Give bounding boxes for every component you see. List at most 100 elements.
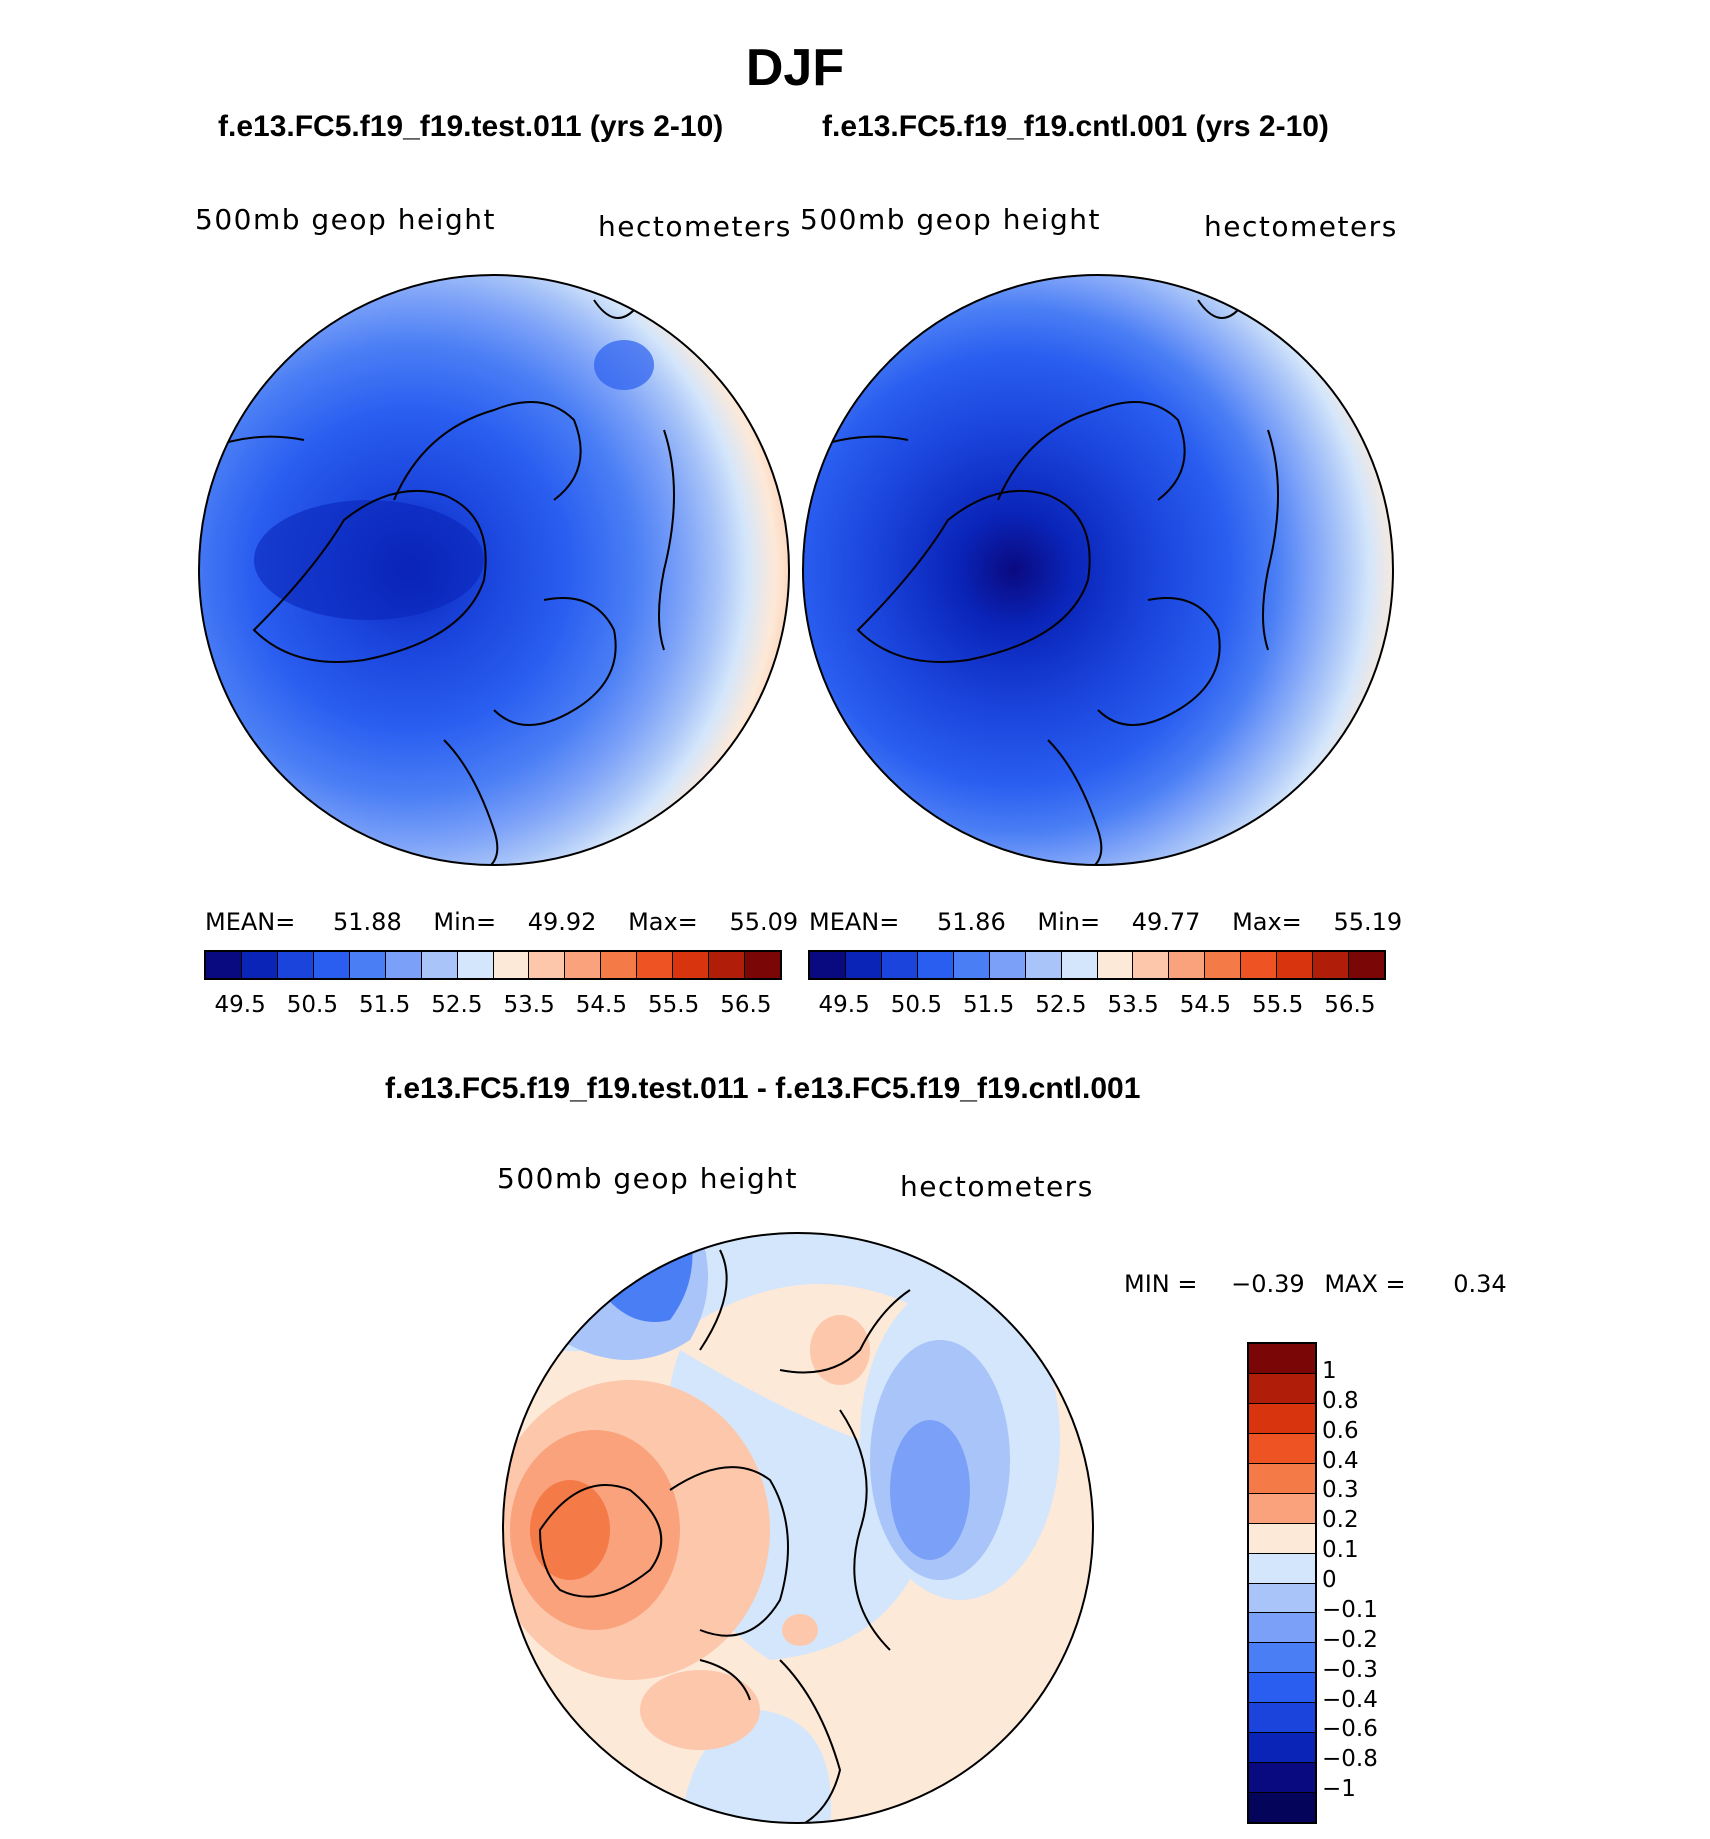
cntl-units-label: hectometers [1204, 210, 1398, 243]
colorbar-tick-label: 49.5 [214, 992, 266, 1018]
colorbar-tick-label: 49.5 [818, 992, 870, 1018]
colorbar-swatch [1249, 1493, 1315, 1524]
colorbar-swatch [1241, 952, 1278, 978]
colorbar-tick-label: 53.5 [503, 992, 555, 1018]
test-units-label: hectometers [598, 210, 792, 243]
colorbar-tick-label: 56.5 [1324, 992, 1376, 1018]
colorbar-swatch [457, 952, 494, 978]
colorbar-swatch [810, 952, 846, 978]
colorbar-tick-label: −0.1 [1322, 1596, 1378, 1623]
colorbar-tick-label: −0.6 [1322, 1716, 1378, 1743]
colorbar-swatch [1313, 952, 1350, 978]
colorbar-swatch [601, 952, 638, 978]
max-label: Max= [1232, 908, 1302, 936]
mean-label: MEAN= [205, 908, 296, 936]
colorbar-tick-label: 51.5 [359, 992, 411, 1018]
colorbar-swatch [1169, 952, 1206, 978]
test-variable-label: 500mb geop height [195, 203, 496, 236]
min-value: −0.39 [1231, 1270, 1305, 1298]
colorbar-swatch [1249, 1763, 1315, 1794]
colorbar-swatch [1249, 1643, 1315, 1674]
colorbar-swatch [1249, 1373, 1315, 1404]
test-stats: MEAN= 51.88 Min= 49.92 Max= 55.09 [205, 908, 798, 936]
colorbar-swatch [881, 952, 918, 978]
max-label: Max= [628, 908, 698, 936]
colorbar-swatch [1249, 1793, 1315, 1822]
diff-colorbar-ticks: 1 0.8 0.6 0.4 0.3 0.2 0.1 0 −0.1 −0.2 −0.3 −0.4 −0.6… [1322, 1342, 1432, 1824]
diff-units-label: hectometers [900, 1170, 1094, 1203]
colorbar-swatch [1249, 1553, 1315, 1584]
colorbar-tick-label: −0.4 [1322, 1686, 1378, 1713]
cntl-run-title: f.e13.FC5.f19_f19.cntl.001 (yrs 2-10) [822, 110, 1329, 143]
max-value: 55.19 [1333, 908, 1403, 936]
colorbar-swatch [529, 952, 566, 978]
colorbar-swatch [1249, 1703, 1315, 1734]
colorbar-tick-label: −0.3 [1322, 1656, 1378, 1683]
colorbar-swatch [313, 952, 350, 978]
colorbar-swatch [1249, 1523, 1315, 1554]
test-colorbar-ticks: 49.5 50.5 51.5 52.5 53.5 54.5 55.5 56.5 [204, 992, 782, 1022]
colorbar-swatch [1025, 952, 1062, 978]
colorbar-tick-label: 53.5 [1107, 992, 1159, 1018]
max-value: 55.09 [729, 908, 799, 936]
colorbar-swatch [1249, 1463, 1315, 1494]
cntl-polar-map [802, 274, 1394, 866]
test-colorbar [204, 950, 782, 980]
colorbar-swatch [1249, 1403, 1315, 1434]
colorbar-tick-label: 54.5 [575, 992, 627, 1018]
max-label: MAX = [1324, 1270, 1406, 1298]
diff-title: f.e13.FC5.f19_f19.test.011 - f.e13.FC5.f… [385, 1072, 1141, 1105]
colorbar-tick-label: 54.5 [1179, 992, 1231, 1018]
colorbar-tick-label: 51.5 [963, 992, 1015, 1018]
mean-label: MEAN= [809, 908, 900, 936]
colorbar-swatch [1133, 952, 1170, 978]
cntl-colorbar-ticks: 49.5 50.5 51.5 52.5 53.5 54.5 55.5 56.5 [808, 992, 1386, 1022]
colorbar-tick-label: 52.5 [431, 992, 483, 1018]
colorbar-swatch [1249, 1613, 1315, 1644]
colorbar-swatch [1249, 1583, 1315, 1614]
test-polar-map [198, 274, 790, 866]
colorbar-swatch [421, 952, 458, 978]
colorbar-swatch [1349, 952, 1384, 978]
colorbar-swatch [1097, 952, 1134, 978]
colorbar-tick-label: 1 [1322, 1357, 1337, 1384]
colorbar-tick-label: 0.3 [1322, 1477, 1359, 1504]
cntl-stats: MEAN= 51.86 Min= 49.77 Max= 55.19 [809, 908, 1402, 936]
colorbar-tick-label: −1 [1322, 1776, 1356, 1803]
season-title: DJF [745, 39, 845, 97]
colorbar-tick-label: −0.2 [1322, 1626, 1378, 1653]
colorbar-tick-label: 0.8 [1322, 1387, 1359, 1414]
diff-stats: MIN = −0.39 MAX = 0.34 [1124, 1270, 1507, 1298]
colorbar-swatch [917, 952, 954, 978]
mean-value: 51.88 [333, 908, 402, 936]
min-label: Min= [1037, 908, 1101, 936]
colorbar-tick-label: 0.2 [1322, 1507, 1359, 1534]
test-run-title: f.e13.FC5.f19_f19.test.011 (yrs 2-10) [218, 110, 724, 143]
colorbar-swatch [673, 952, 710, 978]
colorbar-tick-label: −0.8 [1322, 1746, 1378, 1773]
colorbar-swatch [1249, 1673, 1315, 1704]
colorbar-swatch [241, 952, 278, 978]
colorbar-swatch [349, 952, 386, 978]
colorbar-tick-label: 52.5 [1035, 992, 1087, 1018]
min-label: MIN = [1124, 1270, 1198, 1298]
colorbar-swatch [845, 952, 882, 978]
colorbar-tick-label: 0.1 [1322, 1537, 1359, 1564]
colorbar-swatch [1249, 1433, 1315, 1464]
colorbar-swatch [206, 952, 242, 978]
cntl-colorbar [808, 950, 1386, 980]
colorbar-swatch [1249, 1344, 1315, 1374]
cntl-variable-label: 500mb geop height [800, 203, 1101, 236]
colorbar-tick-label: 0.4 [1322, 1447, 1359, 1474]
colorbar-swatch [989, 952, 1026, 978]
diff-variable-label: 500mb geop height [497, 1162, 798, 1195]
min-label: Min= [433, 908, 497, 936]
colorbar-swatch [1061, 952, 1098, 978]
colorbar-tick-label: 0.6 [1322, 1417, 1359, 1444]
colorbar-swatch [637, 952, 674, 978]
colorbar-tick-label: 0 [1322, 1567, 1337, 1593]
colorbar-swatch [277, 952, 314, 978]
colorbar-tick-label: 56.5 [720, 992, 772, 1018]
colorbar-swatch [1249, 1733, 1315, 1764]
diff-colorbar [1247, 1342, 1317, 1824]
